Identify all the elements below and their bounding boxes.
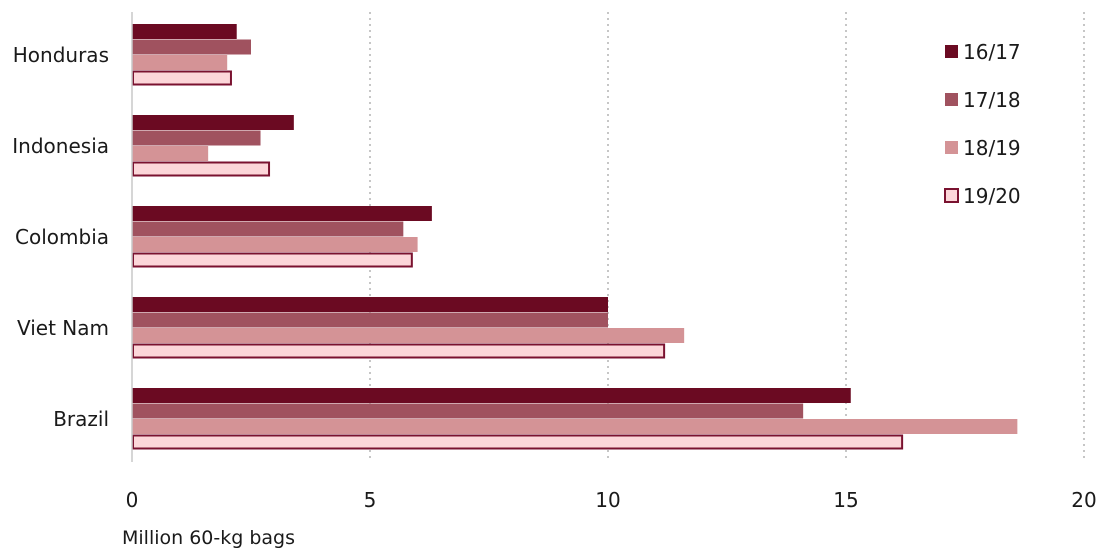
bar-colombia-17-18 — [132, 221, 404, 237]
legend-label-18-19: 18/19 — [963, 136, 1021, 160]
legend-swatch-16-17 — [945, 45, 958, 58]
category-labels: Honduras Indonesia Colombia Viet Nam Brazil — [12, 43, 109, 431]
legend: 16/17 17/18 18/19 19/20 — [944, 40, 1021, 208]
bar-brazil-19-20 — [132, 434, 904, 450]
bar-indonesia-17-18 — [132, 130, 261, 146]
bar-viet-nam-16-17 — [132, 297, 608, 312]
bar-viet-nam-18-19 — [132, 328, 685, 343]
bar-colombia-19-20 — [132, 252, 413, 268]
legend-swatch-17-18 — [945, 93, 958, 106]
bar-honduras-18-19 — [132, 55, 228, 70]
bar-indonesia-18-19 — [132, 146, 209, 161]
bar-colombia-18-19 — [132, 237, 418, 252]
bars — [132, 24, 1018, 450]
legend-label-16-17: 16/17 — [963, 40, 1021, 64]
category-label-colombia: Colombia — [15, 225, 109, 249]
x-tick-10: 10 — [595, 488, 620, 512]
category-label-brazil: Brazil — [53, 407, 109, 431]
x-tick-20: 20 — [1071, 488, 1096, 512]
legend-swatch-18-19 — [945, 141, 958, 154]
bar-honduras-19-20 — [132, 70, 232, 86]
x-axis-label: Million 60-kg bags — [122, 527, 295, 549]
x-tick-labels: 0 5 10 15 20 — [126, 488, 1097, 512]
bar-indonesia-19-20 — [132, 161, 271, 177]
bar-viet-nam-19-20 — [132, 343, 666, 359]
legend-label-19-20: 19/20 — [963, 184, 1021, 208]
x-tick-15: 15 — [833, 488, 858, 512]
bar-indonesia-16-17 — [132, 115, 294, 130]
category-label-indonesia: Indonesia — [12, 134, 109, 158]
category-label-viet-nam: Viet Nam — [17, 316, 109, 340]
x-tick-0: 0 — [126, 488, 139, 512]
bar-colombia-16-17 — [132, 206, 432, 221]
bar-viet-nam-17-18 — [132, 312, 608, 328]
bar-brazil-17-18 — [132, 403, 804, 419]
category-label-honduras: Honduras — [13, 43, 109, 67]
x-tick-5: 5 — [364, 488, 377, 512]
bar-brazil-16-17 — [132, 388, 851, 403]
legend-label-17-18: 17/18 — [963, 88, 1021, 112]
legend-swatch-19-20 — [944, 188, 959, 203]
bar-brazil-18-19 — [132, 419, 1018, 434]
bar-honduras-16-17 — [132, 24, 237, 39]
bar-honduras-17-18 — [132, 39, 251, 55]
